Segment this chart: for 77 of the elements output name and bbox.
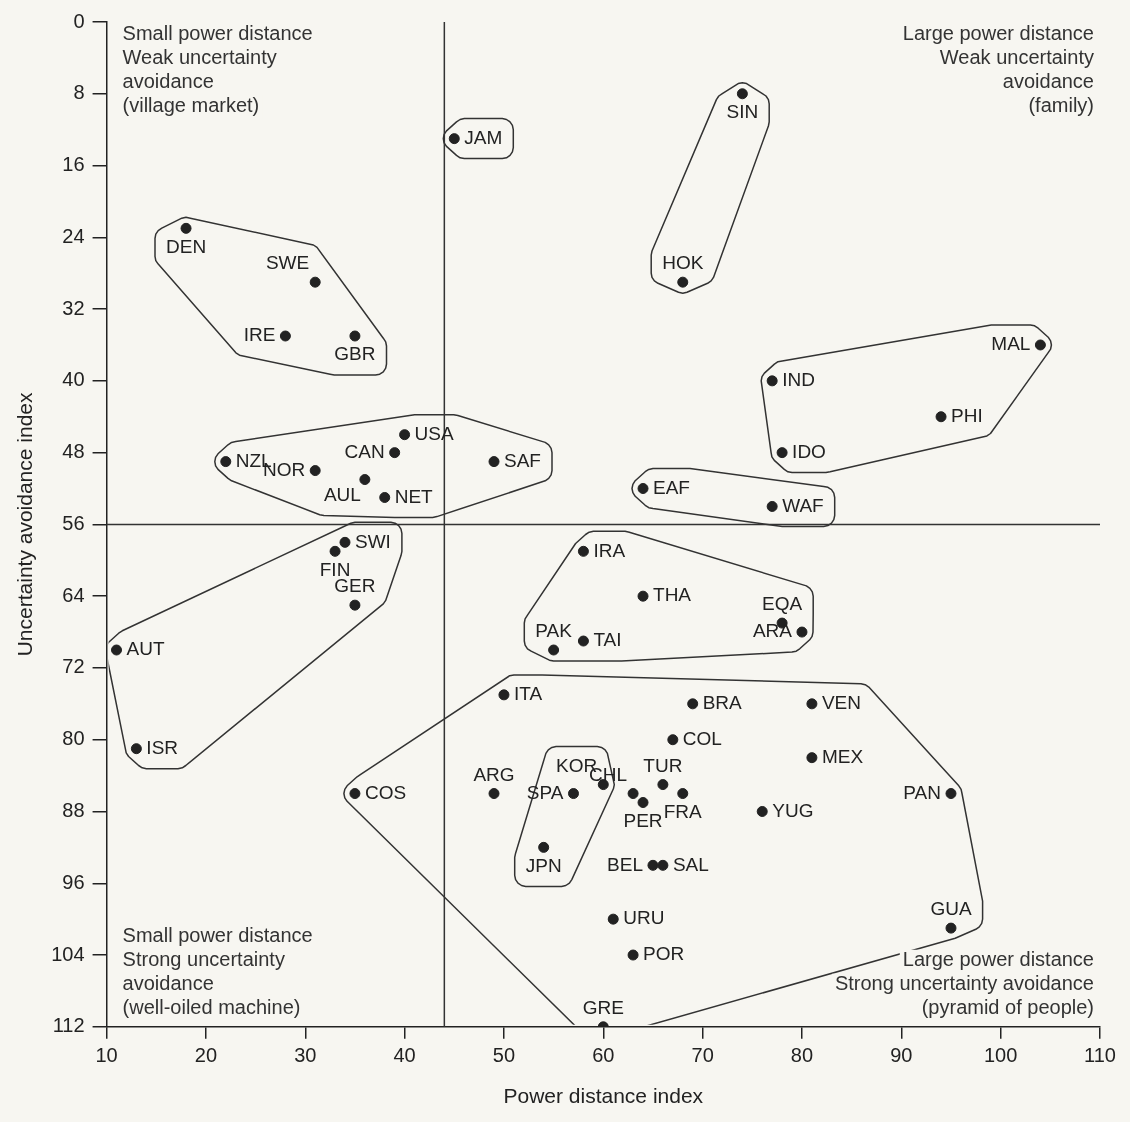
series-label: ISR <box>146 736 179 758</box>
annotation: Small power distance Strong uncertainty avoidance (well-oiled machine) <box>122 924 313 1019</box>
series-label: YUG <box>772 799 814 821</box>
annotation: Small power distance Weak uncertainty avoidance (village market) <box>122 21 313 116</box>
y-tick-label: 8 <box>73 81 85 104</box>
series-label: COL <box>682 727 722 749</box>
series-label: JPN <box>525 854 562 876</box>
series-label: GBR <box>334 343 376 365</box>
x-tick-label: 110 <box>1084 1044 1116 1067</box>
series-label: IRA <box>593 539 626 561</box>
series-label: AUT <box>126 638 165 660</box>
y-tick-label: 56 <box>62 511 85 534</box>
series-label: MEX <box>821 745 864 767</box>
x-axis-title: Power distance index <box>503 1084 704 1108</box>
series-label: EAF <box>653 476 690 498</box>
series-label: MAL <box>991 333 1031 355</box>
series-label: CAN <box>344 440 385 462</box>
series-label: PHI <box>951 404 983 426</box>
y-tick-label: 32 <box>62 296 85 319</box>
series-label: GRE <box>582 997 624 1019</box>
series-label: EQA <box>762 593 803 615</box>
series-label: SAF <box>504 449 541 471</box>
y-tick-label: 48 <box>62 440 85 463</box>
x-tick-label: 100 <box>983 1044 1018 1067</box>
x-tick-label: 90 <box>890 1044 913 1067</box>
y-tick-label: 88 <box>62 799 85 821</box>
y-tick-label: 112 <box>52 1014 85 1037</box>
annotation: Large power distance Strong uncertainty avoidance (pyramid of people) <box>834 948 1094 1019</box>
series-label: HOK <box>662 252 704 274</box>
series-label: ARG <box>473 763 515 785</box>
series-label: IDO <box>792 440 826 462</box>
series-label: PAK <box>535 620 573 642</box>
y-tick-label: 0 <box>73 9 85 32</box>
y-tick-label: 16 <box>62 153 85 176</box>
y-tick-label: 96 <box>62 870 85 893</box>
series-label: JAM <box>464 126 503 148</box>
series-label: TUR <box>643 754 683 776</box>
series-label: VEN <box>821 692 861 714</box>
series-label: URU <box>623 907 665 929</box>
series-label: GUA <box>930 898 972 920</box>
annotation: Large power distance Weak uncertainty avoidance (family) <box>902 21 1094 116</box>
series-label: ITA <box>513 683 543 705</box>
series-label: COS <box>364 781 407 803</box>
series-label: TAI <box>593 629 622 651</box>
x-tick-label: 20 <box>194 1044 218 1067</box>
series-label: SWI <box>354 530 391 552</box>
y-tick-label: 80 <box>62 727 85 750</box>
x-tick-label: 60 <box>592 1044 615 1067</box>
y-tick-label: 72 <box>62 655 85 678</box>
series-label: IND <box>782 369 815 391</box>
x-tick-label: 30 <box>294 1044 317 1067</box>
series-label: WAF <box>782 494 824 516</box>
series-label: SAL <box>672 853 709 875</box>
series-label: IRE <box>243 324 276 346</box>
x-tick-label: 50 <box>492 1044 516 1067</box>
series-label: DEN <box>165 235 207 257</box>
series-label: AUL <box>323 483 361 505</box>
series-label: NET <box>394 485 434 507</box>
series-label: THA <box>653 584 692 606</box>
y-tick-label: 40 <box>62 368 85 391</box>
y-axis-title: Uncertainty avoidance index <box>13 391 37 657</box>
series-label: POR <box>643 943 685 965</box>
x-tick-label: 40 <box>393 1044 416 1067</box>
series-label: FRA <box>663 800 703 822</box>
x-tick-label: 80 <box>790 1044 814 1067</box>
series-label: BRA <box>702 692 743 714</box>
x-tick-label: 70 <box>691 1044 714 1067</box>
series-label: SWE <box>265 252 310 274</box>
series-label: PAN <box>903 781 941 803</box>
y-tick-label: 64 <box>62 583 85 606</box>
series-label: BEL <box>607 853 643 875</box>
y-tick-label: 24 <box>62 224 85 247</box>
y-tick-label: 104 <box>51 942 85 965</box>
series-label: PER <box>623 809 663 831</box>
series-label: SIN <box>726 101 759 123</box>
series-label: ARA <box>752 620 793 642</box>
x-tick-label: 10 <box>95 1044 118 1067</box>
